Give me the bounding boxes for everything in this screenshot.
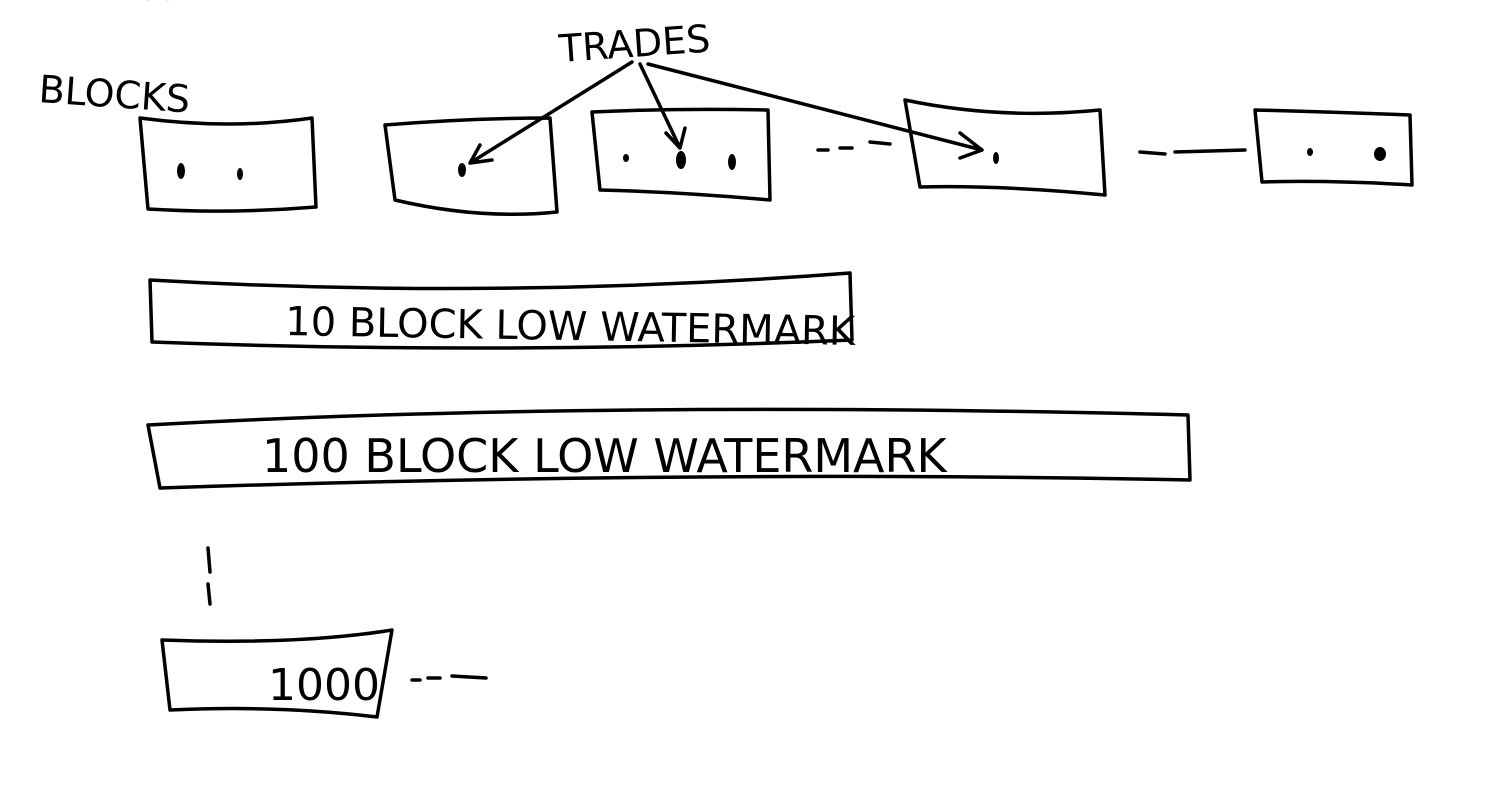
block: [903, 98, 1107, 197]
watermark-bars: 10 BLOCK LOW WATERMARK 100 BLOCK LOW WAT…: [146, 271, 1192, 719]
block: [138, 116, 318, 213]
watermark-label: 1000: [268, 660, 380, 711]
trade-dots: [177, 147, 1386, 180]
block: [590, 107, 772, 202]
arrow: [646, 62, 984, 160]
watermark-label: 10 BLOCK LOW WATERMARK: [285, 299, 857, 355]
trades-label: TRADES: [557, 17, 712, 72]
trade-dot: [993, 152, 999, 164]
watermark-label: 100 BLOCK LOW WATERMARK: [262, 429, 948, 483]
trade-dot: [623, 154, 629, 162]
dashes: [1138, 148, 1247, 156]
trade-dot: [1307, 148, 1313, 156]
trade-arrows: [468, 60, 984, 165]
dashes: [816, 140, 892, 152]
watermark-bar: [160, 628, 394, 719]
block: [383, 116, 559, 217]
trade-dot: [676, 151, 686, 169]
trade-dot: [237, 168, 243, 180]
dashes: [206, 546, 212, 606]
trade-dot: [177, 163, 185, 179]
block: [1253, 108, 1414, 187]
watermark-bar: [148, 271, 854, 350]
trade-dot: [458, 163, 466, 177]
page-date: Saturday, June 21, 2025: [75, 0, 293, 2]
trade-dot: [728, 154, 736, 170]
watermark-bar: [146, 407, 1192, 490]
dashes: [410, 674, 488, 682]
arrow: [468, 60, 634, 165]
blocks-label: BLOCKS: [37, 67, 191, 121]
ellipsis-dashes: [206, 140, 1247, 682]
arrow: [638, 62, 687, 150]
block-boxes: [138, 98, 1414, 217]
trade-dot: [1374, 147, 1386, 161]
